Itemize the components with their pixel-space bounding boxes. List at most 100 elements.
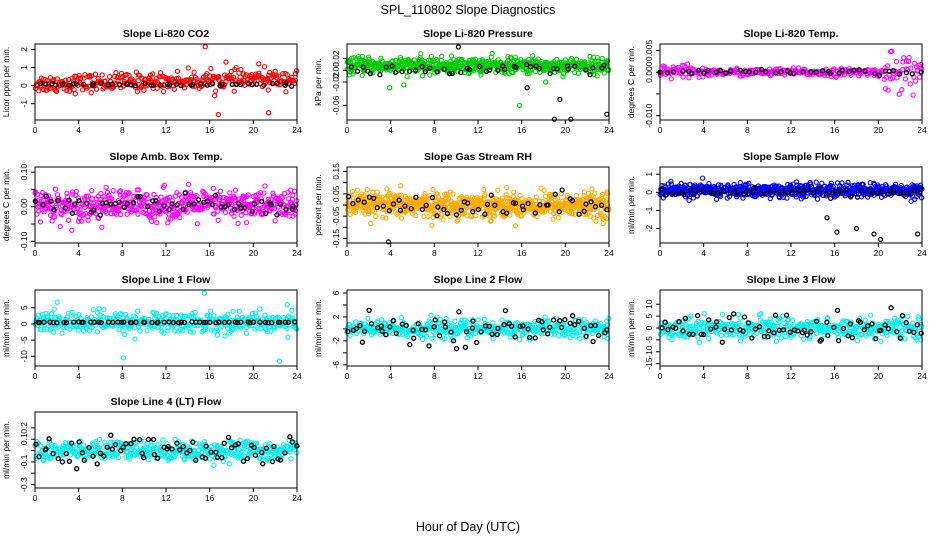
sample-point [366, 54, 372, 60]
sample-point [57, 223, 63, 230]
sample-point [904, 58, 910, 64]
sample-point [51, 306, 57, 312]
sample-point [194, 76, 200, 82]
sample-point [828, 73, 834, 80]
reference-point [746, 69, 752, 75]
reference-point [98, 80, 104, 87]
reference-point [773, 70, 779, 76]
reference-point [557, 318, 563, 324]
y-tick-label: 6 [331, 290, 341, 295]
sample-point [577, 335, 583, 342]
x-tick-label: 12 [786, 248, 796, 258]
x-tick-label: 24 [604, 248, 614, 258]
sample-point [894, 75, 900, 81]
sample-point [238, 212, 244, 218]
outlier-point [516, 102, 523, 109]
sample-point [908, 65, 914, 71]
sample-point [884, 63, 891, 69]
y-tick-label: 1 [644, 172, 654, 177]
y-tick-label: -6 [331, 361, 341, 369]
reference-point [800, 69, 806, 75]
outlier-point [524, 85, 530, 91]
reference-point [486, 67, 493, 73]
reference-point [885, 191, 891, 197]
reference-point [836, 70, 842, 76]
sample-point [428, 312, 434, 318]
reference-point [441, 319, 448, 325]
x-tick-label: 24 [604, 371, 614, 381]
sample-point [237, 74, 243, 80]
sample-point [550, 216, 556, 222]
reference-point [399, 68, 405, 75]
x-tick-label: 16 [830, 125, 840, 135]
sample-point [99, 224, 105, 230]
sample-point [54, 299, 60, 305]
sample-point [668, 76, 675, 82]
panel-title: Slope Amb. Box Temp. [109, 151, 222, 163]
sample-point [419, 336, 426, 343]
sample-point [516, 336, 523, 343]
reference-point [854, 194, 861, 200]
reference-point [374, 205, 380, 211]
reference-point [583, 67, 589, 73]
sample-point [171, 205, 177, 212]
reference-point [701, 70, 707, 76]
reference-point [209, 81, 216, 87]
reference-point [413, 67, 419, 73]
sample-point [208, 65, 214, 72]
reference-point [540, 327, 546, 333]
panel-title: Slope Li-820 Pressure [423, 28, 533, 40]
reference-point [851, 67, 857, 73]
sample-point [165, 220, 171, 226]
sample-point [144, 327, 150, 334]
reference-point [477, 63, 483, 70]
sample-point [65, 217, 72, 223]
x-tick-label: 12 [161, 248, 171, 258]
reference-point [896, 71, 903, 77]
reference-point [533, 63, 539, 69]
reference-point [562, 317, 568, 323]
reference-point [587, 71, 593, 78]
panel-ylabel: ml/min per min. [626, 176, 636, 234]
reference-point [360, 64, 366, 70]
reference-point [43, 81, 49, 88]
x-tick-label: 24 [292, 125, 302, 135]
reference-point [181, 319, 187, 326]
sample-point [193, 192, 199, 199]
reference-point [862, 68, 868, 74]
reference-point [547, 70, 553, 77]
x-tick-label: 8 [432, 371, 437, 381]
sample-point [191, 69, 197, 75]
x-tick-label: 4 [388, 248, 393, 258]
reference-point [547, 324, 553, 330]
sample-point [243, 219, 250, 226]
sample-point [134, 89, 141, 95]
sample-point [181, 198, 187, 204]
reference-point [846, 68, 852, 75]
sample-point [275, 73, 282, 79]
reference-point [432, 317, 438, 323]
sample-point [54, 76, 60, 82]
sample-point [48, 311, 55, 317]
sample-point [257, 306, 263, 312]
sample-point [541, 187, 547, 193]
reference-point [392, 69, 399, 76]
reference-point [872, 70, 878, 77]
reference-point [166, 206, 172, 213]
panel-title: Slope Sample Flow [743, 151, 840, 163]
sample-point [37, 219, 44, 225]
sample-point [910, 92, 916, 98]
sample-point [555, 215, 561, 221]
sample-point [481, 186, 487, 193]
reference-point [590, 338, 596, 345]
y-tick-label: -0.10 [19, 231, 29, 251]
sample-point [916, 74, 923, 80]
reference-point [581, 325, 587, 331]
sample-point [123, 195, 129, 202]
reference-point [527, 64, 534, 70]
sample-point [594, 73, 600, 79]
reference-point [465, 200, 471, 206]
sample-point [284, 302, 290, 308]
